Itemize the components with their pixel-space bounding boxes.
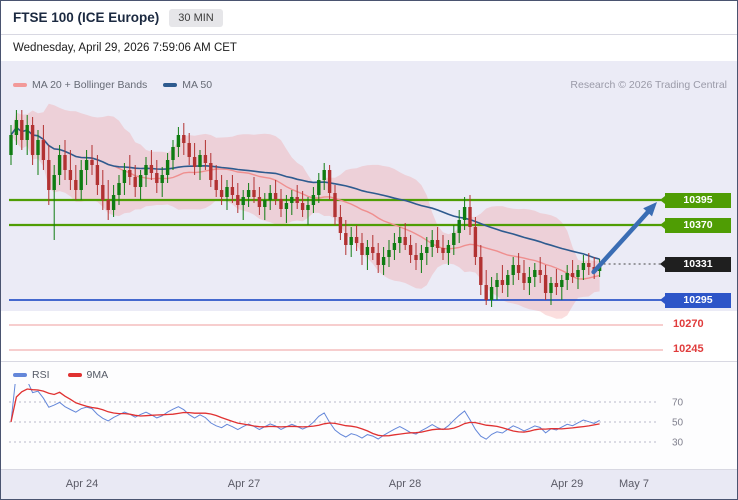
price-level-label: 10370 (660, 217, 731, 233)
price-level-label: 10395 (660, 192, 731, 208)
x-axis-tick: Apr 27 (227, 478, 261, 490)
ma50-line (10, 126, 600, 260)
x-axis-tick: Apr 29 (550, 478, 584, 490)
plot-background (1, 61, 737, 311)
price-level-text: 10245 (673, 343, 704, 355)
legend-label: MA 50 (182, 79, 213, 91)
rsi-panel: RSI 9MA 70 50 30 (1, 361, 737, 469)
legend-item: 9MA (67, 369, 109, 381)
research-credit: Research © 2026 Trading Central (570, 79, 727, 91)
price-chart-svg (9, 103, 663, 351)
legend-swatch-icon (67, 373, 82, 377)
price-label-pointer-icon (660, 195, 665, 204)
price-label-pointer-icon (660, 259, 665, 268)
header: FTSE 100 (ICE Europe) 30 MIN (1, 1, 737, 35)
legend-label: MA 20 + Bollinger Bands (32, 79, 148, 91)
price-level-label: 10295 (660, 292, 731, 308)
rsi-ma-line (10, 388, 600, 437)
legend-item: MA 20 + Bollinger Bands (13, 79, 147, 91)
legend-swatch-icon (163, 83, 178, 87)
x-axis: Apr 24 Apr 27 Apr 28 Apr 29 May 7 (1, 469, 737, 499)
price-label-pointer-icon (660, 295, 665, 304)
datetime-row: Wednesday, April 29, 2026 7:59:06 AM CET (1, 35, 737, 61)
x-axis-tick: Apr 28 (388, 478, 422, 490)
datetime-text: Wednesday, April 29, 2026 7:59:06 AM CET (13, 42, 237, 54)
legend-swatch-icon (13, 83, 27, 87)
price-chart-area: MA 20 + Bollinger Bands MA 50 Research © … (1, 61, 737, 361)
legend-label: 9MA (86, 369, 109, 381)
projection-arrow (591, 207, 653, 275)
price-level-label: 10331 (660, 256, 731, 272)
x-axis-tick: May 7 (619, 478, 649, 490)
bollinger-band (11, 103, 600, 319)
rsi-grid-label: 30 (672, 438, 684, 449)
legend-item: MA 50 (163, 79, 212, 91)
x-axis-tick: Apr 24 (65, 478, 99, 490)
rsi-legend: RSI 9MA (1, 362, 737, 383)
projection-arrow-head (643, 202, 657, 217)
rsi-line (10, 384, 600, 440)
instrument-title: FTSE 100 (ICE Europe) (13, 10, 160, 25)
price-level-text: 10270 (673, 318, 704, 330)
rsi-grid-label: 70 (672, 398, 684, 409)
rsi-grid-label: 50 (672, 418, 684, 429)
legend-item: RSI (13, 369, 50, 381)
chart-legend: MA 20 + Bollinger Bands MA 50 (13, 79, 212, 91)
legend-swatch-icon (13, 373, 27, 377)
legend-label: RSI (32, 369, 50, 381)
timeframe-badge: 30 MIN (169, 8, 223, 27)
price-label-pointer-icon (660, 220, 665, 229)
rsi-chart-svg: 70 50 30 (9, 384, 684, 449)
